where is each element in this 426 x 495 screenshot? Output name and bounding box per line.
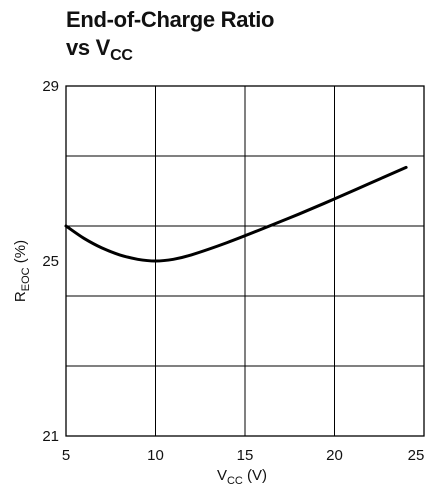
series-line xyxy=(64,165,408,263)
y-tick-label: 21 xyxy=(42,428,59,445)
y-axis-label: REOC (%) xyxy=(12,240,32,302)
x-axis-label: VCC (V) xyxy=(217,467,267,487)
x-tick-label: 25 xyxy=(408,447,425,464)
x-tick-label: 15 xyxy=(237,447,254,464)
x-tick-label: 20 xyxy=(326,447,343,464)
chart-title-line1: End-of-Charge Ratio xyxy=(66,7,275,32)
chart-title-line2-sub: CC xyxy=(110,47,133,64)
plot-frame xyxy=(65,85,425,437)
x-tick-label: 5 xyxy=(62,447,70,464)
x-tick-label: 10 xyxy=(147,447,164,464)
y-tick-labels: 21 25 29 xyxy=(42,78,59,445)
chart-grid xyxy=(65,85,425,437)
y-tick-label: 29 xyxy=(42,78,59,95)
x-tick-labels: 5 10 15 20 25 xyxy=(62,447,425,464)
chart-title-line2: vs VCC xyxy=(66,34,274,64)
chart-title-line2-main: vs V xyxy=(66,35,111,60)
y-tick-label: 25 xyxy=(42,253,59,270)
chart-title: End-of-Charge Ratio vs VCC xyxy=(66,6,275,64)
